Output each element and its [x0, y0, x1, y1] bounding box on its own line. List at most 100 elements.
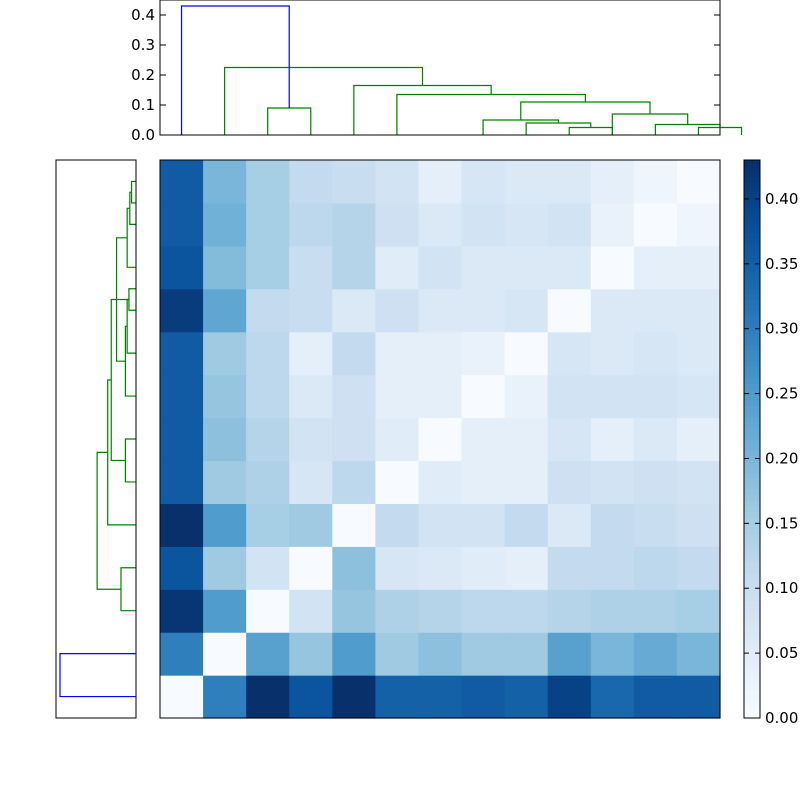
heatmap-cell: [375, 417, 420, 462]
colorbar-segment: [744, 372, 760, 379]
colorbar-segment: [744, 690, 760, 697]
heatmap-cell: [633, 546, 678, 590]
heatmap-cell: [160, 202, 204, 247]
heatmap-cell: [375, 675, 420, 719]
colorbar-segment: [744, 288, 760, 295]
top-dendrogram-tick-label: 0.2: [131, 66, 155, 84]
heatmap-cell: [504, 160, 549, 204]
heatmap-cell: [418, 589, 463, 633]
top-dendrogram-link: [654, 123, 721, 135]
colorbar-segment: [744, 539, 760, 546]
colorbar-segment: [744, 478, 760, 485]
colorbar-segment: [744, 238, 760, 245]
left-dendrogram-link: [59, 653, 136, 698]
colorbar-segment: [744, 210, 760, 217]
colorbar-segment: [744, 678, 760, 686]
heatmap-cell: [633, 589, 678, 633]
colorbar-segment: [744, 561, 760, 568]
colorbar-segment: [744, 232, 760, 239]
colorbar-segment: [744, 550, 760, 557]
heatmap-cell: [332, 546, 376, 590]
heatmap-cell: [633, 374, 678, 419]
colorbar-segment: [744, 388, 760, 395]
heatmap-cell: [418, 675, 463, 719]
heatmap-cell: [547, 675, 592, 719]
heatmap-cell: [461, 331, 506, 376]
heatmap-cell: [289, 632, 333, 676]
heatmap-cell: [633, 202, 678, 247]
colorbar-segment: [744, 199, 760, 206]
colorbar-tick-label: 0.30: [765, 320, 798, 338]
colorbar-tick-label: 0.40: [765, 190, 798, 208]
colorbar-segment: [744, 667, 760, 674]
heatmap-cell: [332, 460, 376, 504]
heatmap-cell: [504, 331, 549, 376]
heatmap-cell: [461, 374, 506, 419]
heatmap-cell: [203, 589, 247, 633]
left-dendrogram-frame: [55, 159, 137, 719]
heatmap-cell: [504, 546, 549, 590]
colorbar-segment: [744, 433, 760, 440]
heatmap-cell: [547, 374, 592, 419]
heatmap-cell: [504, 245, 549, 290]
top-dendrogram-link: [520, 101, 651, 120]
heatmap-cell: [203, 202, 247, 247]
top-dendrogram-link: [482, 119, 560, 135]
colorbar-segment: [744, 383, 760, 390]
heatmap-cell: [676, 417, 721, 462]
colorbar-segment: [744, 305, 760, 312]
heatmap-cell: [332, 160, 376, 204]
top-dendrogram-link: [353, 84, 492, 135]
heatmap-cell: [289, 331, 333, 376]
heatmap-cell: [461, 160, 506, 204]
colorbar-segment: [744, 472, 760, 479]
heatmap-cell: [332, 632, 376, 676]
colorbar-segment: [744, 221, 760, 228]
left-dendrogram-link: [126, 207, 136, 268]
heatmap-cell: [203, 632, 247, 676]
heatmap-cell: [461, 503, 506, 547]
heatmap-cell: [203, 374, 247, 419]
colorbar-segment: [744, 176, 760, 183]
colorbar-segment: [744, 277, 760, 284]
colorbar-segment: [744, 450, 760, 457]
heatmap-cell: [160, 632, 204, 676]
heatmap-cell: [160, 288, 204, 333]
heatmap-cell: [461, 589, 506, 633]
heatmap-cell: [332, 202, 376, 247]
colorbar-segment: [744, 187, 760, 195]
colorbar-segment: [744, 656, 760, 663]
heatmap-cell: [590, 245, 635, 290]
heatmap-cell: [332, 675, 376, 719]
colorbar: 0.00 0.05 0.10 0.15 0.20 0.25 0.30 0.35 0.40: [743, 159, 798, 727]
left-dendrogram-link: [128, 288, 136, 311]
heatmap-cell: [375, 460, 420, 504]
heatmap-cell: [547, 245, 592, 290]
colorbar-tick-label: 0.20: [765, 449, 798, 467]
colorbar-segment: [744, 500, 760, 507]
colorbar-segment: [744, 182, 760, 189]
heatmap-cell: [375, 288, 420, 333]
heatmap-cell: [547, 160, 592, 204]
heatmap: [159, 159, 721, 719]
colorbar-tick-label: 0.05: [765, 644, 798, 662]
heatmap-cell: [461, 460, 506, 504]
colorbar-segment: [744, 489, 760, 496]
heatmap-cell: [461, 417, 506, 462]
colorbar-segment: [744, 673, 760, 680]
colorbar-tick-label: 0.10: [765, 579, 798, 597]
heatmap-cell: [375, 331, 420, 376]
heatmap-cell: [289, 589, 333, 633]
heatmap-cell: [332, 331, 376, 376]
colorbar-segment: [744, 271, 760, 278]
heatmap-cell: [461, 245, 506, 290]
colorbar-segment: [744, 399, 760, 407]
heatmap-cell: [547, 331, 592, 376]
colorbar-segment: [744, 439, 760, 446]
heatmap-cell: [676, 160, 721, 204]
heatmap-cell: [332, 374, 376, 419]
heatmap-cell: [160, 503, 204, 547]
heatmap-cell: [590, 417, 635, 462]
heatmap-cell: [246, 331, 290, 376]
